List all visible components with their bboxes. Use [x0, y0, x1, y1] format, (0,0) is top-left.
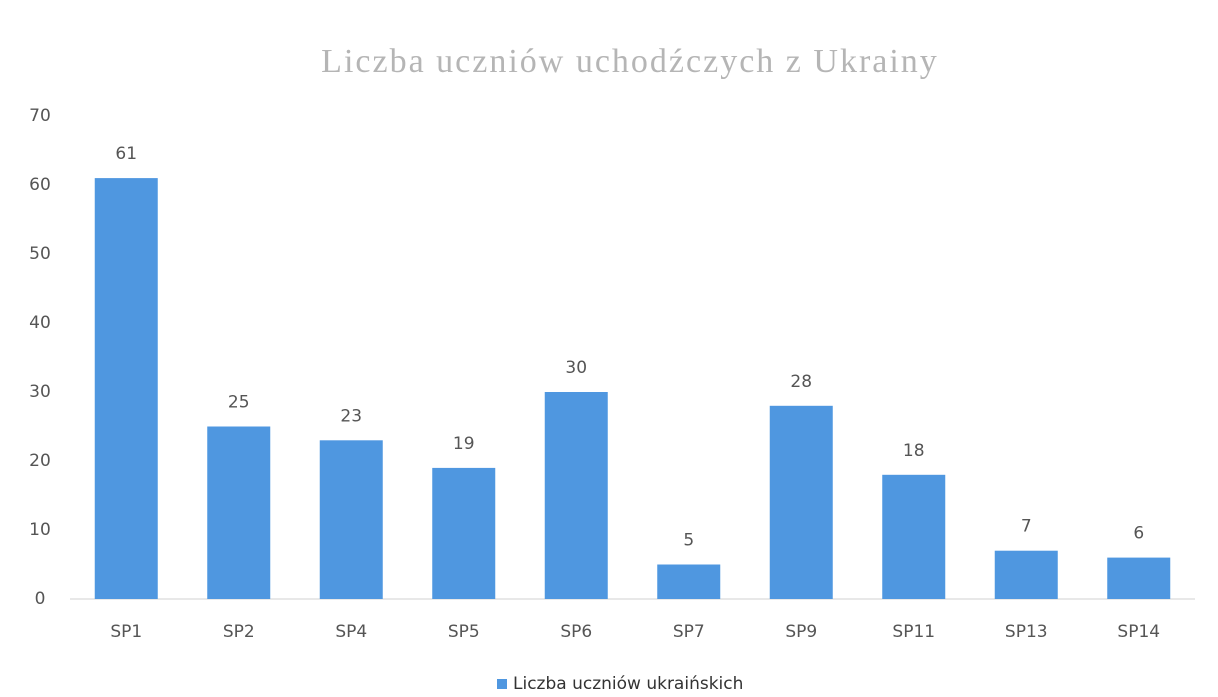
legend-swatch: [497, 679, 507, 689]
bar: [319, 440, 383, 599]
data-label: 18: [903, 441, 925, 461]
y-tick-label: 50: [29, 244, 51, 264]
data-label: 30: [565, 358, 587, 378]
x-tick-label: SP11: [892, 622, 935, 642]
y-tick-label: 40: [29, 313, 51, 333]
y-tick-label: 30: [29, 382, 51, 402]
y-tick-label: 70: [29, 106, 51, 126]
x-tick-label: SP6: [560, 622, 592, 642]
bar: [544, 392, 608, 599]
legend-label: Liczba uczniów ukraińskich: [513, 674, 743, 694]
x-tick-label: SP4: [335, 622, 367, 642]
y-tick-label: 10: [29, 520, 51, 540]
bar: [657, 564, 721, 599]
x-tick-label: SP14: [1117, 622, 1160, 642]
bar: [882, 474, 946, 599]
x-tick-label: SP2: [223, 622, 255, 642]
data-label: 5: [683, 531, 694, 551]
y-tick-label: 0: [35, 589, 46, 609]
data-label: 19: [453, 434, 475, 454]
data-label: 23: [340, 406, 362, 426]
x-tick-label: SP5: [448, 622, 480, 642]
bar: [769, 405, 833, 599]
bar: [207, 426, 271, 599]
x-tick-label: SP1: [110, 622, 142, 642]
data-label: 61: [115, 144, 137, 164]
y-tick-label: 60: [29, 175, 51, 195]
data-label: 7: [1021, 517, 1032, 537]
data-label: 28: [790, 372, 812, 392]
data-label: 25: [228, 393, 250, 413]
bar: [1107, 557, 1171, 599]
bar: [994, 550, 1058, 599]
x-tick-label: SP13: [1005, 622, 1048, 642]
bar: [94, 178, 158, 599]
bar: [432, 467, 496, 599]
data-label: 6: [1133, 524, 1144, 544]
y-tick-label: 20: [29, 451, 51, 471]
x-tick-label: SP9: [785, 622, 817, 642]
x-tick-label: SP7: [673, 622, 705, 642]
chart-title: Liczba uczniów uchodźczych z Ukrainy: [321, 43, 939, 80]
